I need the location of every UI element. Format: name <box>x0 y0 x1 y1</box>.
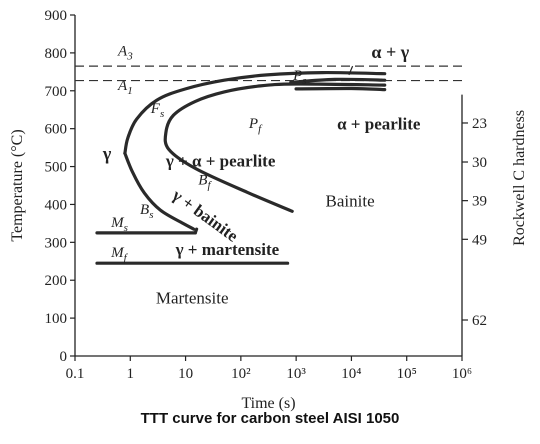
annotation-label: Bainite <box>326 191 375 210</box>
y-axis-title: Temperature (°C) <box>9 129 26 241</box>
y2-tick-label: 49 <box>472 232 487 248</box>
curve-bainite-start-lower <box>123 151 196 231</box>
curve-start <box>123 70 387 155</box>
y-tick-label: 500 <box>45 160 68 176</box>
annotation-label: γ + martensite <box>175 240 280 259</box>
y-tick-label: 400 <box>45 197 68 213</box>
y-tick-label: 600 <box>45 122 68 138</box>
y-tick-label: 800 <box>45 46 68 62</box>
annotation-label: Ms <box>110 215 128 234</box>
annotation-label: Pf <box>248 116 263 135</box>
x-tick-label: 0.1 <box>66 366 85 382</box>
y-tick-label: 700 <box>45 84 68 100</box>
annotation-label: Bs <box>140 202 153 221</box>
curve-finish-upper <box>294 86 387 92</box>
y-tick-label: 0 <box>60 349 68 365</box>
y2-tick-label: 30 <box>472 155 487 171</box>
annotation-label: γ <box>102 144 112 164</box>
x-tick-label: 10⁶ <box>452 366 472 382</box>
x-axis-title: Time (s) <box>241 395 295 412</box>
y-tick-label: 200 <box>45 273 68 289</box>
x-tick-label: 10⁵ <box>397 366 417 382</box>
curve-ms-corner <box>193 227 199 235</box>
x-tick-label: 10³ <box>286 366 306 382</box>
y2-axis-title: Rockwell C hardness <box>511 110 528 246</box>
annotation-label: A1 <box>117 78 133 97</box>
annotation-label: γ + α + pearlite <box>165 152 276 171</box>
x-tick-label: 10 <box>178 366 193 382</box>
x-tick-label: 10² <box>231 366 251 382</box>
y-tick-label: 100 <box>45 311 68 327</box>
curve-finish <box>163 82 387 213</box>
annotation-label: Mf <box>110 245 128 264</box>
y-tick-label: 300 <box>45 235 68 251</box>
y2-tick-label: 39 <box>472 194 487 210</box>
annotation-label: Fs <box>150 101 164 120</box>
figure-caption: TTT curve for carbon steel AISI 1050 <box>140 410 400 427</box>
annotation-label: α + γ <box>371 42 409 62</box>
annotation-label: α + pearlite <box>337 114 421 133</box>
y-tick-label: 900 <box>45 8 68 24</box>
curve-pearlite-start <box>289 77 387 84</box>
x-tick-label: 1 <box>127 366 135 382</box>
y2-tick-label: 62 <box>472 313 487 329</box>
annotation-label: γ + bainite <box>168 185 242 246</box>
y2-tick-label: 23 <box>472 116 487 132</box>
x-tick-label: 10⁴ <box>341 366 361 382</box>
annotation-label: Martensite <box>156 288 229 307</box>
alpha-gamma-pointer <box>348 65 354 76</box>
annotation-label: A3 <box>117 44 133 63</box>
